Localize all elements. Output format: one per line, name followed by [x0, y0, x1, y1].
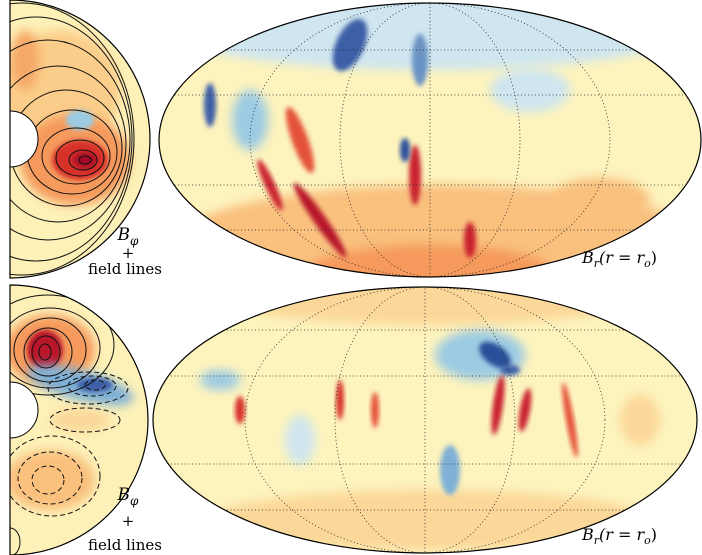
map-outline: [152, 286, 698, 554]
meridional-slice-2: [10, 285, 148, 555]
subscript: o: [644, 534, 651, 547]
subscript: φ: [130, 494, 139, 508]
argument: (r = r: [599, 525, 645, 544]
subscript: o: [644, 257, 651, 270]
slice-outline: [9, 0, 151, 279]
caption: field lines: [88, 260, 162, 278]
map-label: Br(r = ro): [581, 525, 657, 547]
symbol: B: [581, 525, 594, 544]
map-label: Br(r = ro): [581, 248, 657, 270]
symbol: B: [581, 248, 594, 267]
subscript: r: [594, 257, 600, 270]
symbol: B: [117, 225, 131, 245]
map-outline: [158, 2, 702, 278]
caption: field lines: [88, 536, 162, 554]
symbol: B: [117, 485, 131, 505]
field-label: Bφ: [117, 225, 140, 248]
surface-map-2: [153, 287, 697, 553]
argument: (r = r: [599, 248, 645, 267]
subscript: r: [594, 534, 600, 547]
paren: ): [651, 525, 657, 544]
paren: ): [651, 248, 657, 267]
field-label: Bφ: [117, 485, 140, 508]
subscript: φ: [130, 234, 139, 248]
plus: +: [122, 512, 135, 530]
slice-outline: [9, 284, 149, 555]
plus: +: [122, 244, 135, 262]
